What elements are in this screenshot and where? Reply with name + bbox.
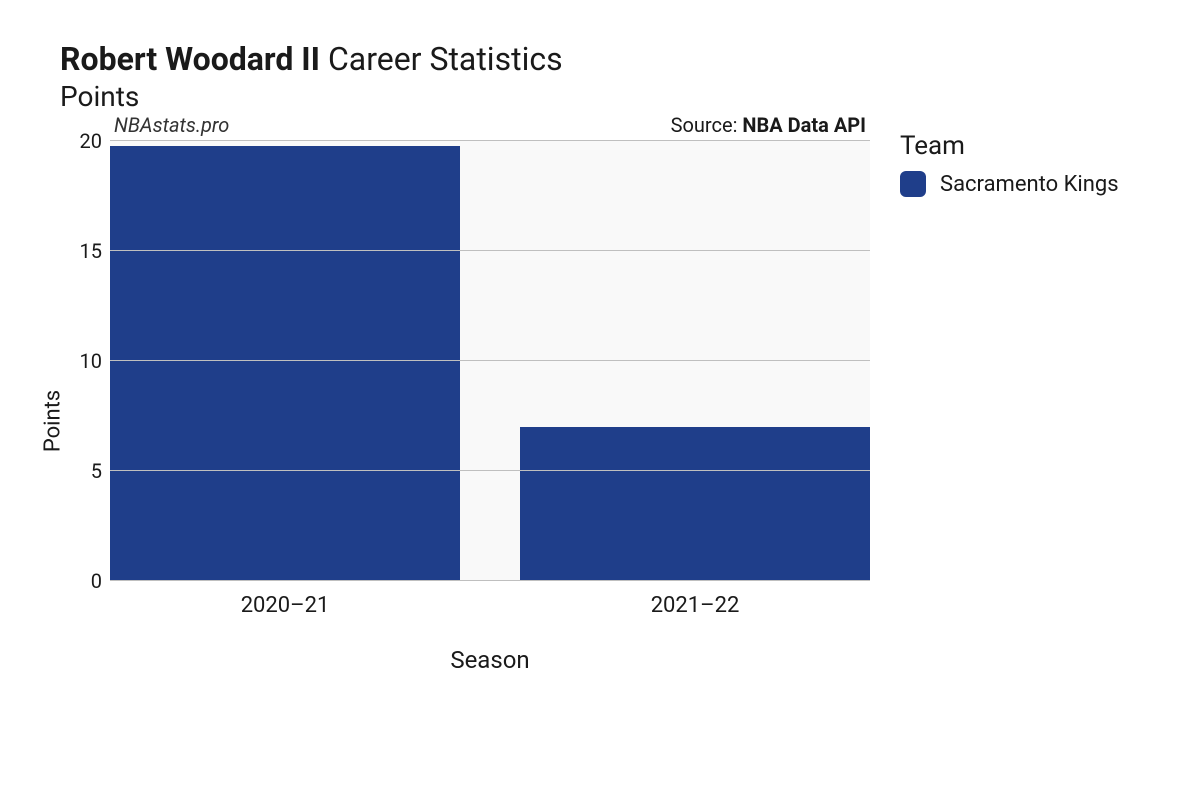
y-tick-label: 20	[62, 129, 102, 153]
gridline	[110, 250, 870, 251]
gridline	[110, 470, 870, 471]
x-tick-labels: 2020–21 2021–22	[110, 593, 870, 618]
bar-slot	[520, 141, 870, 581]
legend: Team Sacramento Kings	[900, 131, 1119, 701]
y-tick-label: 0	[62, 569, 102, 593]
y-tick-label: 5	[62, 459, 102, 483]
title-block: Robert Woodard II Career Statistics Poin…	[60, 40, 1160, 113]
legend-item-label: Sacramento Kings	[940, 172, 1119, 197]
x-tick-label: 2020–21	[110, 593, 460, 618]
bar	[110, 146, 460, 582]
bars-group	[110, 141, 870, 581]
source-attribution: Source: NBA Data API	[671, 113, 866, 137]
bar	[520, 427, 870, 581]
gridline	[110, 580, 870, 581]
title-suffix: Career Statistics	[328, 40, 563, 78]
legend-swatch	[900, 171, 926, 197]
legend-item: Sacramento Kings	[900, 171, 1119, 197]
chart-area: Points 05101520 NBAstats.pro Source: NBA…	[60, 141, 1160, 701]
bar-slot	[110, 141, 460, 581]
x-axis-label: Season	[110, 646, 870, 674]
chart-subtitle: Points	[60, 80, 1160, 113]
chart-title: Robert Woodard II Career Statistics	[60, 40, 1160, 78]
y-tick-label: 15	[62, 239, 102, 263]
player-name: Robert Woodard II	[60, 40, 320, 78]
annotation-row: NBAstats.pro Source: NBA Data API	[110, 113, 870, 137]
watermark-text: NBAstats.pro	[114, 113, 229, 137]
x-tick-label: 2021–22	[520, 593, 870, 618]
source-name: NBA Data API	[742, 113, 866, 137]
plot-area	[110, 141, 870, 581]
source-label: Source:	[671, 113, 743, 137]
y-tick-label: 10	[62, 349, 102, 373]
gridline	[110, 360, 870, 361]
gridline	[110, 140, 870, 141]
legend-items: Sacramento Kings	[900, 171, 1119, 197]
y-axis: 05101520	[60, 141, 110, 581]
plot-column: NBAstats.pro Source: NBA Data API 2020–2…	[110, 141, 870, 701]
legend-title: Team	[900, 131, 1119, 161]
chart-container: Robert Woodard II Career Statistics Poin…	[0, 0, 1200, 800]
